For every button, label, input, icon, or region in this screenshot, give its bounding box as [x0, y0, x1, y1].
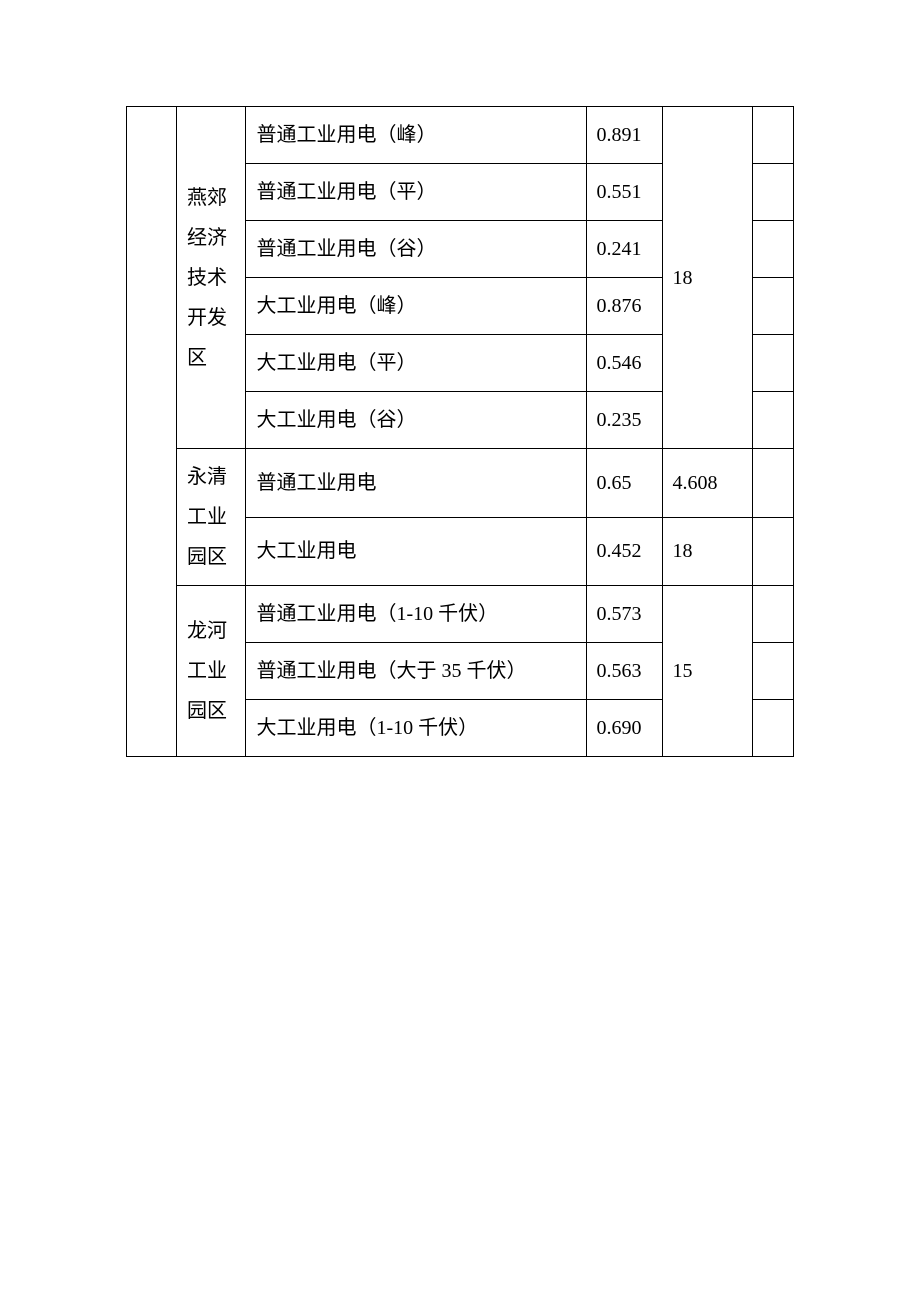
- cell-value: 0.551: [586, 164, 662, 221]
- cell-type: 大工业用电（1-10 千伏）: [246, 700, 586, 757]
- cell-value: 0.241: [586, 221, 662, 278]
- cell-blank: [752, 449, 793, 518]
- cell-blank: [752, 164, 793, 221]
- cell-blank: [752, 643, 793, 700]
- cell-type: 大工业用电（谷）: [246, 392, 586, 449]
- cell-value: 0.573: [586, 586, 662, 643]
- electricity-price-table: 燕郊经济技术开发区 普通工业用电（峰） 0.891 18 普通工业用电（平） 0…: [126, 106, 794, 757]
- cell-blank: [752, 517, 793, 586]
- cell-type: 普通工业用电（1-10 千伏）: [246, 586, 586, 643]
- cell-rate: 18: [662, 517, 752, 586]
- cell-area-longhe: 龙河工业园区: [176, 586, 246, 757]
- cell-blank: [752, 700, 793, 757]
- cell-value: 0.563: [586, 643, 662, 700]
- cell-blank: [752, 392, 793, 449]
- cell-type: 大工业用电（平）: [246, 335, 586, 392]
- cell-blank: [752, 586, 793, 643]
- table-row: 燕郊经济技术开发区 普通工业用电（峰） 0.891 18: [127, 107, 794, 164]
- cell-type: 普通工业用电: [246, 449, 586, 518]
- cell-value: 0.546: [586, 335, 662, 392]
- cell-area-yanjiao: 燕郊经济技术开发区: [176, 107, 246, 449]
- document-page: 燕郊经济技术开发区 普通工业用电（峰） 0.891 18 普通工业用电（平） 0…: [0, 0, 920, 757]
- cell-value: 0.65: [586, 449, 662, 518]
- cell-type: 普通工业用电（谷）: [246, 221, 586, 278]
- cell-rate: 18: [662, 107, 752, 449]
- cell-type: 普通工业用电（大于 35 千伏）: [246, 643, 586, 700]
- cell-type: 普通工业用电（峰）: [246, 107, 586, 164]
- table-row: 龙河工业园区 普通工业用电（1-10 千伏） 0.573 15: [127, 586, 794, 643]
- cell-blank: [752, 278, 793, 335]
- cell-value: 0.690: [586, 700, 662, 757]
- cell-area-yongqing: 永清工业园区: [176, 449, 246, 586]
- cell-blank: [752, 221, 793, 278]
- cell-type: 大工业用电（峰）: [246, 278, 586, 335]
- cell-blank: [752, 335, 793, 392]
- cell-blank-left: [127, 107, 177, 757]
- cell-rate: 15: [662, 586, 752, 757]
- cell-type: 普通工业用电（平）: [246, 164, 586, 221]
- cell-rate: 4.608: [662, 449, 752, 518]
- table-row: 永清工业园区 普通工业用电 0.65 4.608: [127, 449, 794, 518]
- cell-blank: [752, 107, 793, 164]
- cell-value: 0.452: [586, 517, 662, 586]
- cell-value: 0.876: [586, 278, 662, 335]
- cell-value: 0.235: [586, 392, 662, 449]
- cell-type: 大工业用电: [246, 517, 586, 586]
- cell-value: 0.891: [586, 107, 662, 164]
